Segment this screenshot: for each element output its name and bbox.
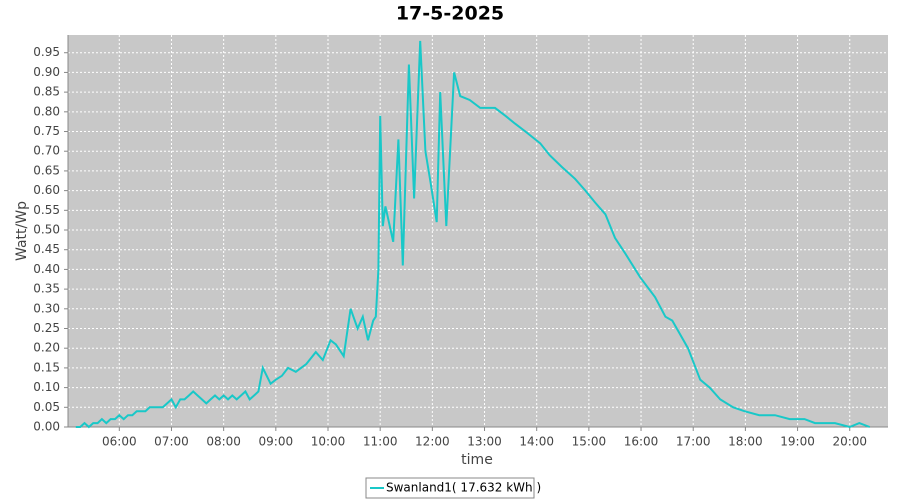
x-tick-label: 17:00 <box>676 435 711 449</box>
x-axis-label: time <box>461 452 493 468</box>
x-tick-label: 08:00 <box>206 435 241 449</box>
y-tick-label: 0.45 <box>33 242 60 256</box>
y-tick-label: 0.55 <box>33 203 60 217</box>
y-tick-label: 0.75 <box>33 124 60 138</box>
x-tick-label: 09:00 <box>259 435 294 449</box>
x-tick-label: 10:00 <box>311 435 346 449</box>
series-line <box>75 40 871 429</box>
x-tick-label: 20:00 <box>832 435 867 449</box>
chart-title: 17-5-2025 <box>396 3 504 25</box>
x-tick-label: 12:00 <box>415 435 450 449</box>
y-tick-label: 0.90 <box>33 65 60 79</box>
y-tick-label: 0.40 <box>33 262 60 276</box>
y-tick-label: 0.00 <box>33 420 60 434</box>
y-tick-label: 0.70 <box>33 144 60 158</box>
y-tick-label: 0.35 <box>33 282 60 296</box>
x-tick-label: 19:00 <box>780 435 815 449</box>
y-tick-label: 0.10 <box>33 380 60 394</box>
y-tick-label: 0.65 <box>33 163 60 177</box>
x-tick-label: 18:00 <box>728 435 763 449</box>
y-axis-label: Watt/Wp <box>14 201 30 261</box>
y-tick-label: 0.20 <box>33 341 60 355</box>
y-tick-label: 0.30 <box>33 301 60 315</box>
y-tick-label: 0.85 <box>33 85 60 99</box>
y-tick-label: 0.15 <box>33 360 60 374</box>
x-tick-label: 16:00 <box>624 435 659 449</box>
x-tick-label: 11:00 <box>363 435 398 449</box>
y-tick-label: 0.50 <box>33 223 60 237</box>
y-tick-label: 0.25 <box>33 321 60 335</box>
x-tick-label: 07:00 <box>154 435 189 449</box>
legend-label: Swanland1( 17.632 kWh ) <box>386 481 541 495</box>
y-tick-label: 0.05 <box>33 400 60 414</box>
x-tick-label: 06:00 <box>102 435 137 449</box>
legend <box>365 477 535 499</box>
x-tick-label: 15:00 <box>572 435 607 449</box>
y-tick-label: 0.95 <box>33 45 60 59</box>
y-tick-label: 0.80 <box>33 104 60 118</box>
plot-area <box>68 35 888 427</box>
x-tick-label: 13:00 <box>467 435 502 449</box>
x-tick-label: 14:00 <box>519 435 554 449</box>
y-tick-label: 0.60 <box>33 183 60 197</box>
